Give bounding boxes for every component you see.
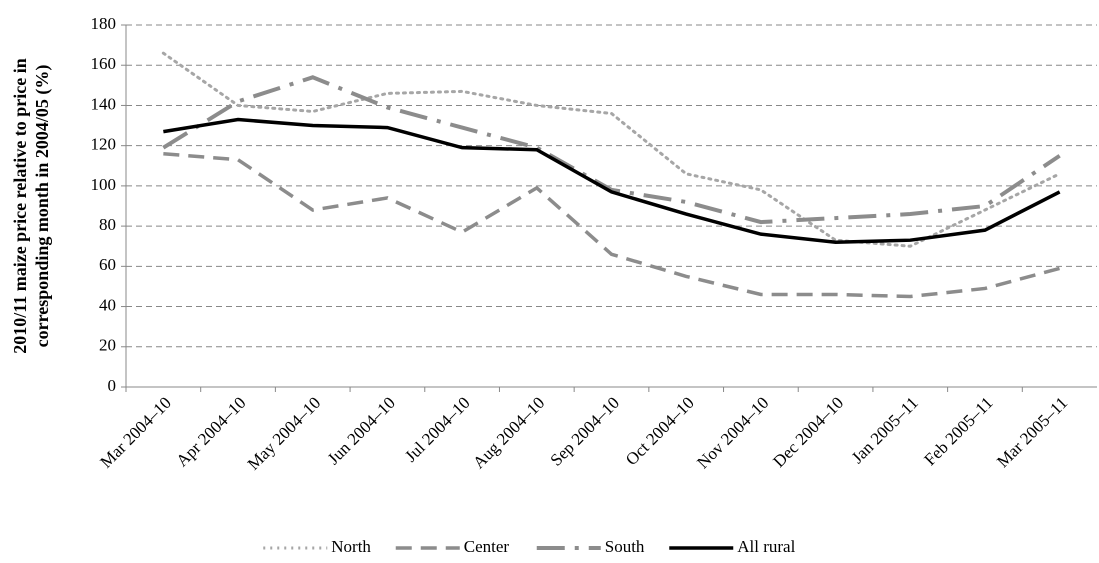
x-tick-label: Jul 2004–10 — [401, 393, 474, 466]
line-series — [163, 117, 1061, 244]
x-tick-label: Feb 2005–11 — [920, 393, 996, 469]
y-tick-label: 40 — [99, 295, 116, 314]
y-tick-label: 100 — [91, 175, 117, 194]
y-tick-label: 60 — [99, 255, 116, 274]
x-tick-label: Mar 2005–11 — [993, 393, 1071, 471]
x-tick-label: Sep 2004–10 — [547, 393, 624, 470]
legend-label: Center — [464, 537, 510, 556]
x-tick-label: Apr 2004–10 — [172, 393, 249, 470]
y-tick-label: 140 — [91, 94, 117, 113]
y-tick-label: 180 — [91, 14, 117, 33]
legend-label: South — [605, 537, 645, 556]
x-tick-label: May 2004–10 — [244, 393, 325, 474]
line-series — [163, 151, 1061, 299]
x-tick-label: Aug 2004–10 — [469, 393, 548, 472]
x-tick-label: Jun 2004–10 — [324, 393, 399, 468]
x-tick-label: Mar 2004–10 — [96, 393, 175, 472]
y-axis-label: 2010/11 maize price relative to price in — [10, 58, 30, 354]
x-tick-label: Dec 2004–10 — [769, 393, 847, 471]
y-tick-label: 120 — [91, 135, 117, 154]
y-tick-label: 80 — [99, 215, 116, 234]
legend-label: North — [331, 537, 371, 556]
x-tick-label: Nov 2004–10 — [693, 393, 772, 472]
x-tick-label: Oct 2004–10 — [622, 393, 698, 469]
y-tick-label: 20 — [99, 336, 116, 355]
line-series — [162, 75, 1061, 225]
legend-label: All rural — [737, 537, 795, 556]
y-tick-label: 160 — [91, 54, 117, 73]
y-axis-label: corresponding month in 2004/05 (%) — [32, 65, 53, 348]
y-tick-label: 0 — [108, 376, 117, 395]
x-tick-label: Jan 2005–11 — [848, 393, 922, 467]
line-series — [161, 51, 1062, 248]
